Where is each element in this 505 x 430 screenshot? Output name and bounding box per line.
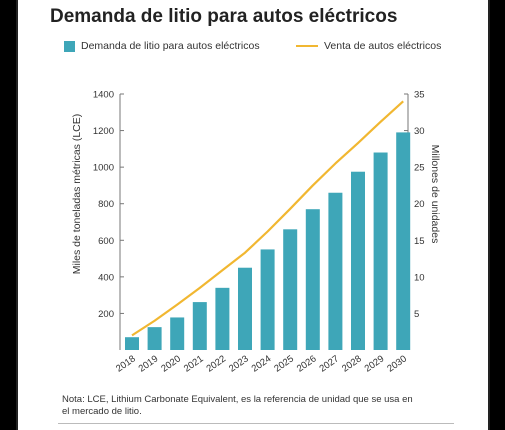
bar — [351, 171, 365, 350]
bar — [328, 192, 343, 350]
x-tick-label: 2028 — [340, 353, 364, 374]
y-axis-title-right: Millones de unidades — [429, 145, 441, 244]
bar — [283, 229, 298, 350]
x-tick-label: 2024 — [250, 353, 274, 374]
y-tick-label-left: 1200 — [93, 126, 114, 137]
divider — [58, 423, 454, 424]
y-tick-label-right: 10 — [414, 272, 425, 283]
x-tick-label: 2022 — [204, 353, 228, 374]
bar — [170, 317, 185, 350]
y-tick-label-left: 1400 — [93, 90, 114, 101]
y-tick-label-right: 5 — [414, 309, 419, 320]
legend-swatch-sales — [296, 45, 318, 47]
x-tick-label: 2021 — [182, 353, 206, 374]
bar-series — [125, 132, 411, 350]
legend-label-demand: Demanda de litio para autos eléctricos — [81, 40, 260, 52]
chart-axes: 200 400 600 800 1000 1200 1400 5 10 15 20 25 30 35 — [93, 90, 425, 350]
bar — [125, 337, 139, 350]
y-tick-label-right: 25 — [414, 163, 425, 174]
y-axis-title-left: Miles de toneladas métricas (LCE) — [71, 114, 83, 274]
legend-swatch-demand — [64, 40, 75, 52]
x-tick-labels: 2018201920202021202220232024202520262027… — [114, 353, 409, 374]
y-tick-label-right: 20 — [414, 199, 425, 210]
y-tick-label-right: 35 — [414, 90, 425, 101]
x-tick-label: 2023 — [227, 353, 251, 374]
chart-title: Demanda de litio para autos eléctricos — [50, 6, 398, 27]
x-tick-label: 2029 — [363, 353, 387, 374]
x-tick-label: 2026 — [295, 353, 319, 374]
bar — [147, 327, 162, 350]
y-tick-label-left: 800 — [98, 199, 114, 210]
line-series — [131, 100, 404, 337]
x-tick-label: 2025 — [272, 353, 296, 374]
chart-note: Nota: LCE, Lithium Carbonate Equivalent,… — [62, 394, 413, 417]
y-tick-label-right: 15 — [414, 236, 425, 247]
chart-panel — [16, 0, 490, 430]
bar — [215, 287, 230, 350]
legend-label-sales: Venta de autos eléctricos — [324, 40, 442, 52]
bar — [260, 249, 275, 350]
y-tick-label-left: 200 — [98, 309, 114, 320]
x-tick-label: 2019 — [137, 353, 161, 374]
y-tick-label-left: 400 — [98, 272, 114, 283]
sales-line — [131, 100, 404, 337]
x-tick-label: 2030 — [385, 353, 409, 374]
y-tick-label-left: 600 — [98, 236, 114, 247]
bar — [192, 302, 207, 350]
bar — [396, 132, 411, 350]
bar — [238, 267, 252, 350]
y-tick-label-right: 30 — [414, 126, 425, 137]
x-tick-label: 2018 — [114, 353, 138, 374]
chart-legend: Demanda de litio para autos eléctricos V… — [64, 40, 464, 56]
x-tick-label: 2027 — [317, 353, 341, 374]
bar — [373, 152, 388, 350]
legend-item-sales: Venta de autos eléctricos — [296, 40, 441, 52]
y-tick-label-left: 1000 — [93, 163, 114, 174]
x-tick-label: 2020 — [159, 353, 183, 374]
bar — [305, 209, 320, 350]
legend-item-demand: Demanda de litio para autos eléctricos — [64, 40, 260, 52]
